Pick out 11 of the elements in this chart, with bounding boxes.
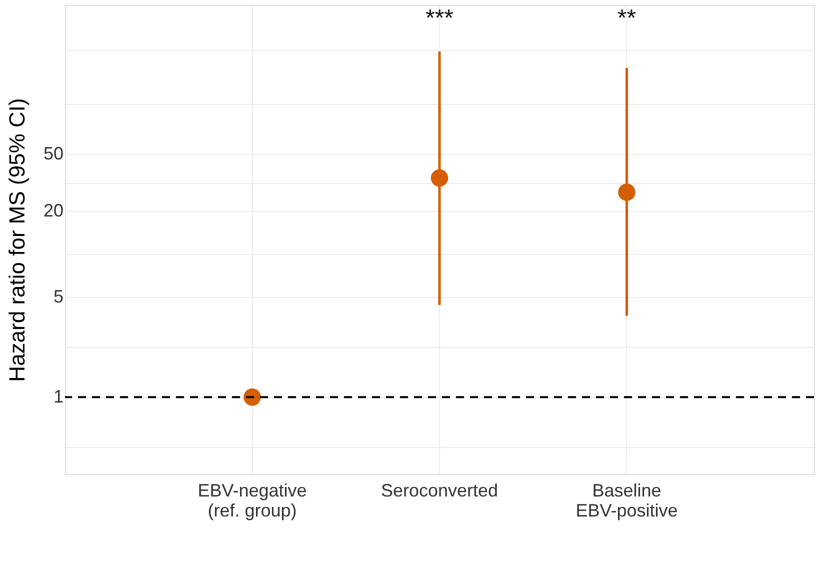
annotation: ** bbox=[617, 5, 636, 32]
x-tick-label: EBV-negative (ref. group) bbox=[198, 480, 307, 520]
x-tick-label: Seroconverted bbox=[380, 480, 498, 500]
annotation: *** bbox=[425, 5, 454, 32]
point bbox=[244, 388, 261, 406]
y-tick-label: 5 bbox=[53, 286, 64, 307]
y-tick-label: 1 bbox=[53, 386, 64, 407]
x-tick-label: Baseline EBV-positive bbox=[576, 480, 678, 520]
y-tick-label: 20 bbox=[43, 200, 64, 220]
y-tick-label: 50 bbox=[43, 144, 64, 164]
y-axis-title: Hazard ratio for MS (95% CI) bbox=[4, 98, 30, 382]
